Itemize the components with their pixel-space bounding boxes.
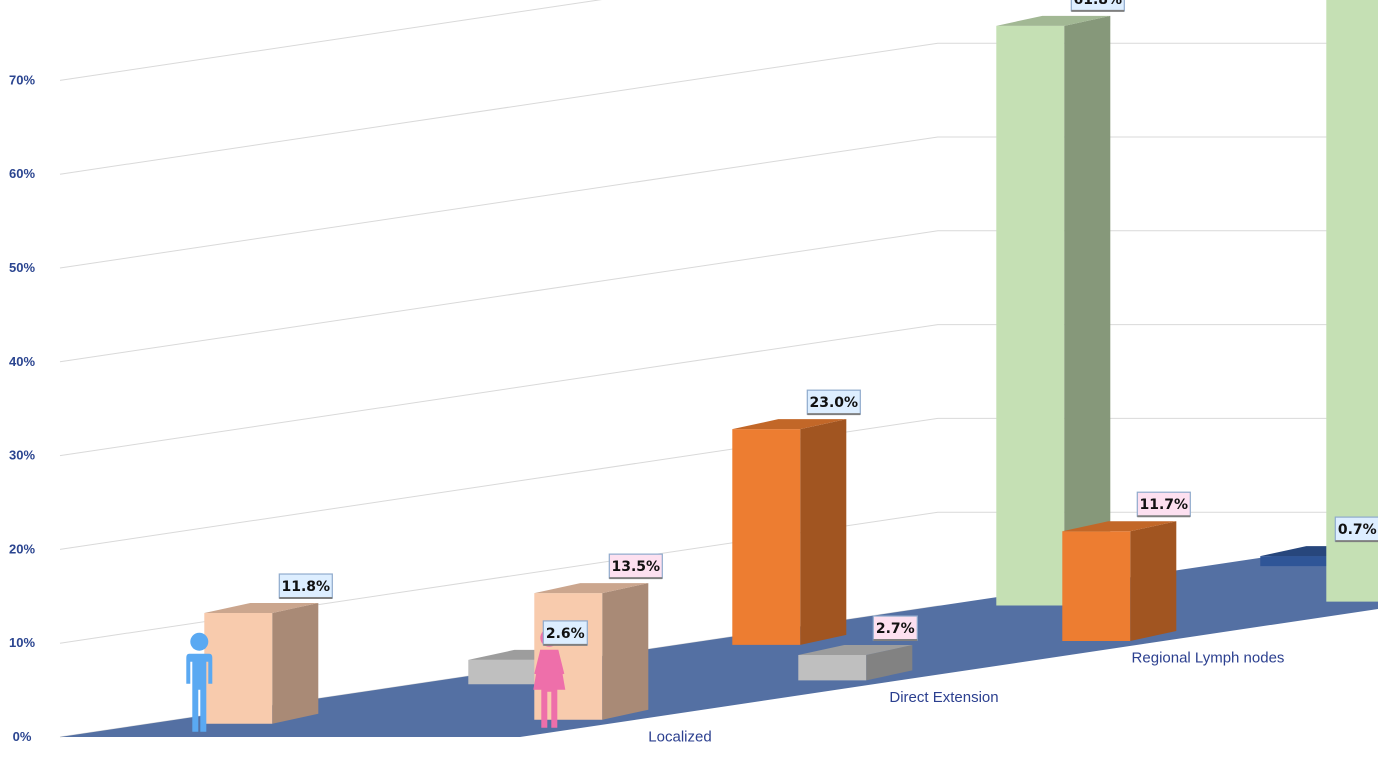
data-labels: 0.7%61.8%23.0%2.6%11.8%3.6%68.5%11.7%2.7… [278,0,1378,646]
data-label-text: 23.0% [810,395,859,411]
y-tick-label: 0% [13,729,32,744]
category-label: Regional Lymph nodes [1132,650,1285,667]
bar-top [996,15,1111,26]
y-tick-label: 70% [9,72,35,87]
data-label-box [278,573,333,599]
data-label: 2.7% [872,615,918,642]
category-label: Direct Extension [889,689,998,706]
data-label-text: 2.6% [546,626,585,642]
bar [1326,0,1378,602]
y-tick-label: 10% [9,635,35,650]
bar-side [602,583,649,720]
data-label: 61.8% [1070,0,1125,12]
gridline [59,511,1378,644]
bar-front [1326,0,1378,602]
bar-front [996,25,1065,606]
data-label-text: 0.7% [1338,522,1377,538]
bar [1062,521,1177,641]
gridline [59,0,603,81]
data-label-box [542,620,588,646]
category-label: Localized [648,728,711,745]
data-label-box [806,389,861,415]
bar-top [534,583,649,594]
bar-top [204,603,319,614]
data-label-text: 61.8% [1074,0,1123,8]
y-tick-label: 40% [9,354,35,369]
gridline [59,324,1378,457]
bar-side [1130,521,1177,641]
gender-icons [186,628,566,732]
y-tick-label: 50% [9,260,35,275]
icon-arms [534,649,565,675]
bar-front [204,613,273,724]
gridlines [59,0,1378,738]
bar [204,603,319,724]
bar [732,419,847,645]
bar-side [866,645,913,681]
bar-top [798,645,913,656]
icon-body [186,653,213,732]
data-label-box [872,615,918,641]
category-labels: Localized Direct Extension Regional Lymph … [648,650,1285,746]
gridline [59,136,1378,269]
gridline [59,230,1378,363]
data-label-text: 11.8% [282,579,331,595]
data-label: 2.6% [542,620,588,646]
y-tick-label: 60% [9,166,35,181]
gridline [59,417,1378,550]
data-label-box [608,553,663,579]
y-tick-label: 30% [9,448,35,463]
y-axis-ticks: 0% 10% 20% 30% 40% 50% 60% 70% [9,72,35,744]
data-label-text: 13.5% [612,559,661,575]
gridline [59,42,1378,175]
y-tick-label: 20% [9,541,35,556]
bar-front [1260,556,1329,567]
bar-top [732,419,847,430]
bar-side [1064,15,1111,606]
icon-body [533,649,566,728]
bar-side [272,603,319,724]
data-label: 11.8% [278,573,333,600]
icon-head [190,632,209,651]
male-person-icon [186,632,213,732]
data-label-text: 11.7% [1140,497,1189,513]
bar-front [732,429,801,645]
bar-side [800,419,847,645]
bar-front [798,655,867,681]
bar-top [1062,521,1177,532]
data-label: 13.5% [608,553,663,580]
bar [996,15,1111,606]
data-label: 23.0% [806,389,861,416]
bar [798,645,913,681]
data-label-box [1136,491,1191,517]
bar-front [1062,531,1131,641]
data-label: 0.7% [1334,516,1378,543]
bar-front [468,659,537,685]
data-label-text: 2.7% [876,621,915,637]
data-label: 11.7% [1136,491,1191,518]
